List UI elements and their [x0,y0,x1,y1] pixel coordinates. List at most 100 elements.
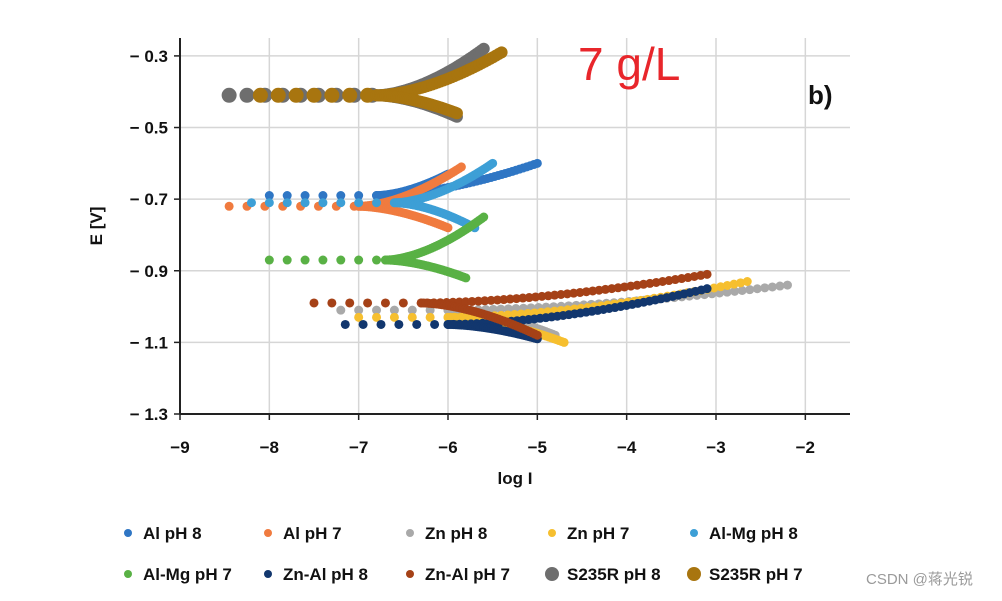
legend-item: Al pH 8 [124,524,202,543]
data-point [745,285,755,295]
data-point [782,280,792,290]
data-point [300,198,310,208]
legend-item: Zn pH 8 [406,524,487,543]
legend-item: Al pH 7 [264,524,342,543]
data-point [389,312,399,322]
legend-item: Zn-Al pH 7 [406,565,510,584]
data-point [282,198,292,208]
legend-label: S235R pH 7 [709,565,803,584]
data-point [270,87,286,103]
data-point [559,337,569,347]
data-point [340,319,350,329]
data-point [461,297,471,307]
legend-item: Al-Mg pH 8 [690,524,798,543]
series-zn-al-ph-7 [309,269,712,340]
x-tick-label: −2 [796,438,815,457]
data-series [221,42,792,347]
data-point [495,46,508,59]
data-point [702,269,712,279]
legend-marker [548,529,556,537]
legend-item: Zn pH 7 [548,524,629,543]
data-point [309,298,319,308]
y-tick-label: − 1.1 [130,333,168,352]
data-point [467,296,477,306]
data-point [336,255,346,265]
data-point [742,277,752,287]
data-point [394,319,404,329]
data-point [336,198,346,208]
data-point [354,198,364,208]
data-point [702,284,712,294]
legend-marker [690,529,698,537]
legend-item: Zn-Al pH 8 [264,565,368,584]
data-point [767,282,777,292]
data-point [716,282,726,292]
data-point [430,319,440,329]
y-tick-label: − 0.7 [130,190,168,209]
concentration-annotation: 7 g/L [578,38,680,90]
series-al-mg-ph-8 [246,158,498,233]
y-tick-label: − 1.3 [130,405,168,424]
data-point [372,255,382,265]
data-point [306,87,322,103]
data-point [336,305,346,315]
data-point [354,255,364,265]
y-tick-label: − 0.3 [130,47,168,66]
x-tick-label: −7 [349,438,368,457]
data-point [224,201,234,211]
watermark: CSDN @蒋光锐 [866,571,973,588]
y-tick-label: − 0.5 [130,119,168,138]
legend-marker [406,529,414,537]
data-point [221,87,237,103]
x-tick-label: −6 [438,438,457,457]
legend-marker [264,529,272,537]
legend-label: Zn pH 7 [567,524,629,543]
legend: Al pH 8 Al pH 7 Zn pH 8 Zn pH 7 Al-Mg pH 8 Al… [124,524,803,584]
data-point [372,312,382,322]
x-axis-title: log I [498,469,533,488]
data-point [407,312,417,322]
y-axis-title: E [V] [87,207,106,246]
x-tick-label: −3 [706,438,725,457]
data-point [282,191,292,201]
data-point [345,298,355,308]
data-point [737,285,747,295]
data-point [360,87,376,103]
data-point [389,305,399,315]
data-point [775,281,785,291]
legend-label: Zn pH 8 [425,524,487,543]
data-point [264,255,274,265]
data-point [730,286,740,296]
data-point [288,87,304,103]
data-point [358,319,368,329]
data-point [300,255,310,265]
panel-label: b) [808,80,833,110]
data-point [264,191,274,201]
legend-label: Al-Mg pH 8 [709,524,798,543]
data-point [354,191,364,201]
legend-label: Al pH 8 [143,524,202,543]
data-point [473,296,483,306]
data-point [760,283,770,293]
data-point [450,107,463,120]
data-point [461,273,471,283]
legend-marker [406,570,414,578]
series-zn-al-ph-8 [340,284,712,344]
data-point [318,255,328,265]
data-point [342,87,358,103]
data-point [354,305,364,315]
data-point [479,212,489,222]
data-point [752,284,762,294]
data-point [354,312,364,322]
data-point [488,158,498,168]
data-point [398,298,408,308]
data-point [412,319,422,329]
legend-item: S235R pH 7 [687,565,803,584]
data-point [532,330,542,340]
x-tick-label: −4 [617,438,637,457]
data-point [363,298,373,308]
legend-marker [124,529,132,537]
legend-label: Al pH 7 [283,524,342,543]
